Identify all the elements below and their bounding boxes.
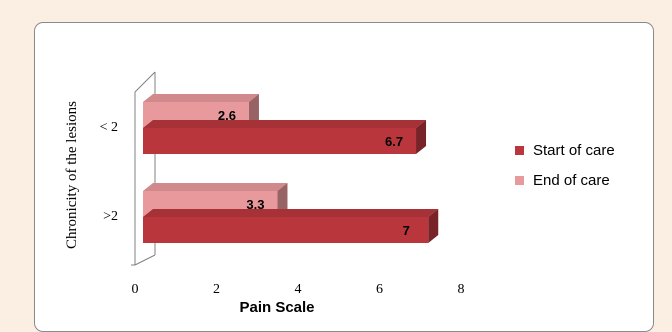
bar-side-face xyxy=(248,94,259,128)
legend-label: End of care xyxy=(533,172,610,189)
depth-line-bottom xyxy=(134,254,156,266)
y-tick-label: < 2 xyxy=(100,120,118,135)
bar-top-face xyxy=(143,94,259,102)
legend-swatch xyxy=(515,146,524,155)
data-label: 3.3 xyxy=(246,197,264,212)
bars xyxy=(143,94,439,243)
data-label: 6.7 xyxy=(385,134,403,149)
y-axis-title: Chronicity of the lesions xyxy=(64,101,80,249)
x-tick-label: 0 xyxy=(132,282,139,297)
data-label: 7 xyxy=(403,223,410,238)
x-tick-label: 4 xyxy=(295,282,302,297)
bar-side-face xyxy=(416,120,427,154)
x-tick-label: 2 xyxy=(213,282,220,297)
legend: Start of care End of care xyxy=(515,142,615,189)
bar-top-face xyxy=(143,183,288,191)
x-tick-label: 6 xyxy=(376,282,383,297)
x-axis-title: Pain Scale xyxy=(239,299,314,316)
legend-label: Start of care xyxy=(533,142,615,159)
bar-chart: 0 2 4 6 8 < 2 2.6 6.7 >2 3.3 7 Start of care End of… xyxy=(64,71,615,316)
labels: 0 2 4 6 8 < 2 2.6 6.7 >2 3.3 7 xyxy=(100,108,465,297)
bar-side-face xyxy=(428,209,439,243)
y-tick-label: >2 xyxy=(103,209,118,224)
bar xyxy=(143,128,417,154)
bar-top-face xyxy=(143,209,439,217)
bar xyxy=(143,217,429,243)
bar-top-face xyxy=(143,120,427,128)
x-tick-label: 8 xyxy=(458,282,465,297)
chart-card xyxy=(34,22,654,332)
data-label: 2.6 xyxy=(218,108,236,123)
depth-line-top xyxy=(134,71,156,93)
bar-side-face xyxy=(277,183,288,217)
legend-swatch xyxy=(515,176,524,185)
